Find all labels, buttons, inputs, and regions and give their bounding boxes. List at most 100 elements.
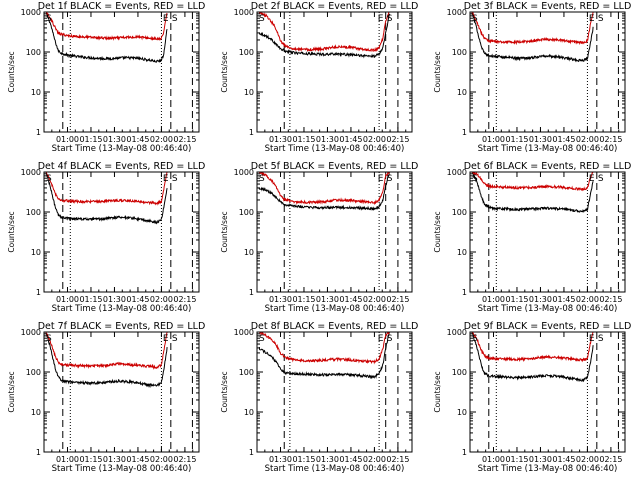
chart-title: Det 7f BLACK = Events, RED = LLD [38, 321, 206, 332]
y-tick-label: 1 [36, 288, 41, 297]
y-tick-label: 1000 [447, 168, 467, 177]
y-tick-label: 1 [462, 288, 467, 297]
y-axis-label: Counts/sec [220, 51, 229, 92]
x-tick-label: 01:30 [316, 455, 339, 464]
y-tick-label: 1 [249, 128, 254, 137]
lld-trace [471, 12, 594, 46]
interval-marker-e: E [378, 334, 384, 344]
chart-panel-9: Det 9f BLACK = Events, RED = LLD 1 10 100 10… [433, 321, 631, 474]
x-tick-label: 01:15 [292, 135, 315, 144]
interval-marker-s: S [598, 334, 604, 344]
chart-panel-4: Det 4f BLACK = Events, RED = LLD 1 10 100 10… [7, 161, 206, 314]
interval-marker-e: E [589, 14, 595, 24]
x-tick-label: 01:15 [79, 455, 102, 464]
y-axis-label: Counts/sec [7, 211, 16, 252]
y-axis-label: Counts/sec [433, 211, 442, 252]
chart-panel-2: Det 2f BLACK = Events, RED = LLD 1 10 100 10… [220, 1, 419, 154]
x-tick-label: 01:15 [292, 295, 315, 304]
x-tick-label: 02:00 [576, 135, 599, 144]
interval-marker-s: S [472, 334, 478, 344]
x-axis-label: Start Time (13-May-08 00:46:40) [265, 144, 405, 154]
x-tick-label: 01:45 [552, 455, 575, 464]
x-tick-label: 01:45 [126, 295, 149, 304]
interval-marker-e: E [163, 14, 169, 24]
chart-panel-7: Det 7f BLACK = Events, RED = LLD 1 10 100 10… [7, 321, 206, 474]
events-trace [45, 332, 168, 388]
events-trace [471, 332, 594, 383]
y-tick-label: 100 [26, 208, 41, 217]
interval-marker-s: S [259, 334, 265, 344]
interval-marker-e: E [163, 334, 169, 344]
interval-marker-e: E [589, 174, 595, 184]
x-tick-label: 01:00 [56, 455, 79, 464]
x-axis-label: Start Time (13-May-08 00:46:40) [265, 464, 405, 474]
y-tick-label: 1 [249, 288, 254, 297]
x-tick-label: 01:45 [339, 455, 362, 464]
chart-title: Det 8f BLACK = Events, RED = LLD [251, 321, 419, 332]
x-tick-label: 02:15 [599, 455, 622, 464]
chart-title: Det 2f BLACK = Events, RED = LLD [251, 1, 419, 12]
y-tick-label: 100 [26, 48, 41, 57]
lld-trace [45, 332, 168, 370]
y-axis-label: Counts/sec [433, 51, 442, 92]
y-tick-label: 1 [36, 448, 41, 457]
plot-frame [43, 331, 200, 453]
x-tick-label: 01:30 [269, 455, 292, 464]
lld-trace [258, 332, 390, 365]
y-tick-label: 1000 [21, 328, 41, 337]
y-tick-label: 100 [452, 368, 467, 377]
x-tick-label: 01:45 [552, 295, 575, 304]
y-tick-label: 1000 [21, 168, 41, 177]
lld-trace [258, 172, 390, 206]
events-trace [258, 13, 390, 59]
events-trace [45, 172, 168, 225]
x-tick-label: 01:45 [339, 295, 362, 304]
y-tick-label: 1000 [234, 8, 254, 17]
y-tick-label: 100 [239, 48, 254, 57]
lld-trace [45, 12, 168, 42]
x-tick-label: 02:00 [576, 295, 599, 304]
chart-panel-5: Det 5f BLACK = Events, RED = LLD 1 10 100 10… [220, 161, 418, 314]
interval-marker-s: S [46, 14, 52, 24]
x-tick-label: 01:00 [482, 135, 505, 144]
lld-trace [258, 12, 390, 53]
x-tick-label: 01:00 [56, 135, 79, 144]
x-tick-label: 01:15 [505, 135, 528, 144]
chart-title: Det 1f BLACK = Events, RED = LLD [38, 1, 206, 12]
x-tick-label: 02:15 [173, 295, 196, 304]
chart-title: Det 4f BLACK = Events, RED = LLD [38, 161, 206, 172]
plot-frame [256, 331, 413, 453]
lld-trace [471, 332, 594, 363]
plot-frame [469, 171, 626, 293]
x-tick-label: 01:45 [552, 135, 575, 144]
plot-frame [43, 11, 200, 133]
x-tick-label: 02:15 [386, 295, 409, 304]
y-tick-label: 1000 [447, 8, 467, 17]
x-tick-label: 01:30 [269, 135, 292, 144]
y-tick-label: 10 [244, 248, 254, 257]
x-tick-label: 02:15 [173, 455, 196, 464]
y-tick-label: 100 [239, 368, 254, 377]
y-axis-label: Counts/sec [220, 371, 229, 412]
x-tick-label: 01:45 [339, 135, 362, 144]
chart-panel-1: Det 1f BLACK = Events, RED = LLD 1 10 100 10… [7, 1, 206, 154]
events-trace [471, 172, 594, 213]
y-tick-label: 1 [249, 448, 254, 457]
chart-panel-6: Det 6f BLACK = Events, RED = LLD 1 10 100 10… [433, 161, 631, 314]
y-tick-label: 10 [244, 408, 254, 417]
interval-marker-s: S [46, 174, 52, 184]
interval-marker-s: S [472, 14, 478, 24]
y-tick-label: 1000 [234, 328, 254, 337]
x-tick-label: 01:30 [316, 135, 339, 144]
y-tick-label: 10 [457, 408, 467, 417]
x-tick-label: 02:00 [150, 295, 173, 304]
x-tick-label: 01:30 [529, 455, 552, 464]
y-tick-label: 1 [36, 128, 41, 137]
interval-marker-s: S [387, 334, 393, 344]
x-tick-label: 02:15 [173, 135, 196, 144]
x-tick-label: 01:30 [103, 455, 126, 464]
y-axis-label: Counts/sec [220, 211, 229, 252]
x-tick-label: 02:15 [599, 135, 622, 144]
x-tick-label: 01:45 [126, 455, 149, 464]
x-axis-label: Start Time (13-May-08 00:46:40) [478, 144, 618, 154]
